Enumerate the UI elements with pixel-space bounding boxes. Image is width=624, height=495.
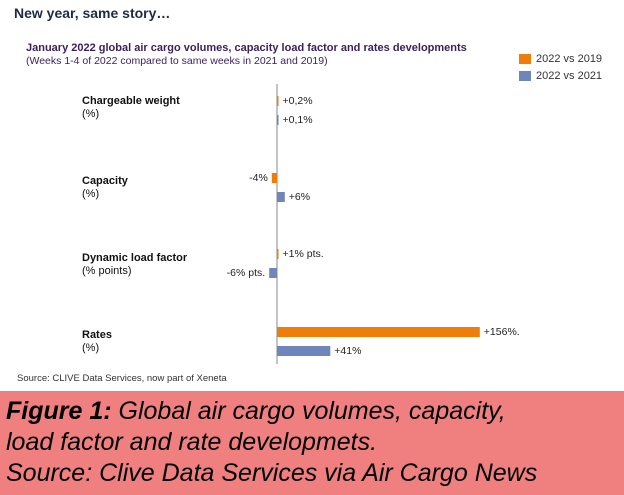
data-label-2021-1: +6% [289, 191, 310, 203]
category-dynamic-load-factor: Dynamic load factor (% points) [82, 252, 187, 278]
data-label-2019-2: +1% pts. [283, 248, 324, 260]
chart-subtitle: (Weeks 1-4 of 2022 compared to same week… [26, 55, 328, 67]
legend-label-2019: 2022 vs 2019 [536, 52, 603, 65]
category-label: Chargeable weight [82, 95, 180, 107]
legend-item-2021: 2022 vs 2021 [519, 67, 602, 84]
category-unit: (% points) [82, 265, 132, 277]
source-note: Source: CLIVE Data Services, now part of… [17, 373, 227, 384]
data-label-2021-2: -6% pts. [227, 267, 266, 279]
category-label: Capacity [82, 175, 128, 187]
caption-label: Figure 1: [6, 397, 112, 425]
category-capacity: Capacity (%) [82, 175, 128, 201]
chart-legend: 2022 vs 2019 2022 vs 2021 [519, 50, 602, 84]
category-label: Dynamic load factor [82, 252, 188, 264]
bar-2019-3 [277, 327, 480, 337]
bar-2021-3 [277, 346, 331, 356]
category-unit: (%) [82, 188, 100, 200]
bar-2019-0 [277, 96, 279, 106]
data-label-2019-3: +156%. [484, 326, 520, 338]
caption-line-1: Global air cargo volumes, capacity, [111, 397, 506, 425]
data-label-2021-0: +0,1% [283, 114, 313, 126]
category-label: Rates [82, 329, 112, 341]
legend-item-2019: 2022 vs 2019 [519, 50, 602, 67]
data-label-2019-0: +0,2% [283, 95, 313, 107]
category-unit: (%) [82, 108, 100, 120]
figure-caption: Figure 1: Global air cargo volumes, capa… [6, 396, 537, 489]
bar-chart: +0,2% -4% +1% pts. +156%. +0,1% +6% -6% pts. +4… [227, 84, 520, 364]
legend-label-2021: 2022 vs 2021 [536, 69, 603, 82]
category-unit: (%) [82, 342, 100, 354]
caption-box [0, 391, 624, 495]
bar-2021-1 [277, 192, 285, 202]
caption-line-2: load factor and rate developmets. [6, 428, 378, 456]
page-heading: New year, same story… [14, 5, 171, 21]
bar-2019-2 [277, 249, 279, 259]
legend-swatch-2019 [519, 53, 531, 64]
category-rates: Rates (%) [82, 329, 112, 355]
bar-2021-2 [269, 268, 277, 278]
legend-swatch-2021 [519, 70, 531, 81]
bar-2019-1 [271, 173, 277, 183]
caption-line-3: Source: Clive Data Services via Air Carg… [6, 459, 538, 487]
category-chargeable-weight: Chargeable weight (%) [82, 95, 180, 121]
bar-2021-0 [277, 115, 279, 125]
data-label-2021-3: +41% [334, 345, 361, 357]
chart-title: January 2022 global air cargo volumes, c… [26, 42, 467, 54]
data-label-2019-1: -4% [249, 172, 268, 184]
